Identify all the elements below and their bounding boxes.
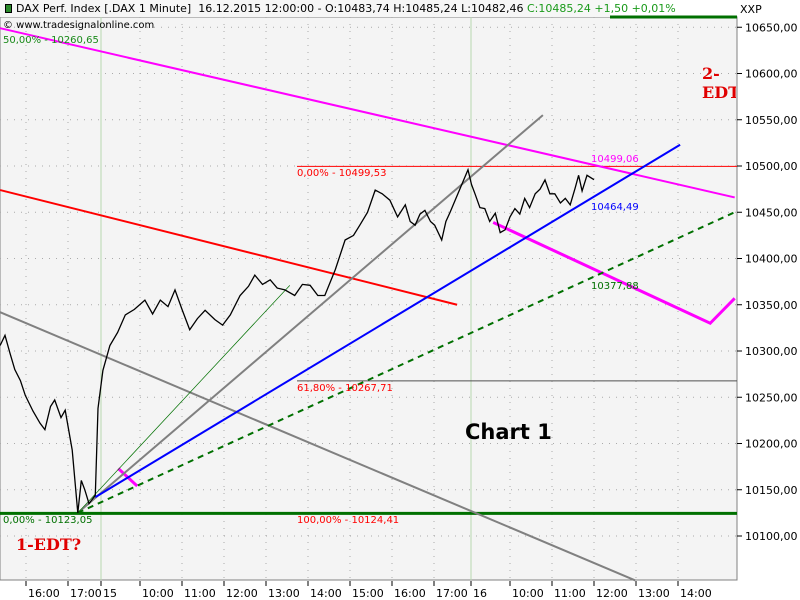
trendline-value-label: 10377,88 — [591, 281, 639, 293]
candlestick-icon — [5, 4, 12, 13]
ohl-values: - O:10483,74 H:10485,24 L:10482,46 — [317, 2, 524, 15]
x-tick-label: 13:00 — [268, 587, 300, 600]
chart-title-annotation: Chart 1 — [465, 420, 552, 444]
x-tick-label: 16 — [473, 587, 487, 600]
fib-level-label: 61,80% - 10267,71 — [297, 382, 393, 394]
x-tick-label: 17:00 — [70, 587, 102, 600]
magenta-projection — [492, 221, 736, 326]
blue-trendline — [94, 143, 681, 499]
price-series-line — [0, 167, 595, 513]
x-tick-label: 15:00 — [352, 587, 384, 600]
y-tick-label: 10150,00 — [745, 484, 798, 497]
y-tick-label: 10500,00 — [745, 160, 798, 173]
y-tick-label: 10200,00 — [745, 438, 798, 451]
y-tick-label: 10550,00 — [745, 114, 798, 127]
x-tick-label: 14:00 — [310, 587, 342, 600]
edt1-annotation: 1-EDT? — [16, 535, 82, 554]
x-tick-label: 17:00 — [436, 587, 468, 600]
y-tick-label: 10450,00 — [745, 206, 798, 219]
y-tick-label: 10400,00 — [745, 253, 798, 266]
magenta-channel-top — [0, 27, 735, 199]
axis-label: XXP — [740, 3, 762, 16]
x-tick-label: 10:00 — [512, 587, 544, 600]
overlap-fib-label: 50,00% - 10260,65 — [3, 35, 99, 46]
fib-level-label: 0,00% - 10499,53 — [297, 168, 387, 180]
trendline-value-label: 10464,49 — [591, 201, 639, 213]
fib-level-label: 100,00% - 10124,41 — [297, 515, 400, 527]
trendline-value-label: 10499,06 — [591, 154, 639, 166]
x-tick-label: 12:00 — [596, 587, 628, 600]
x-tick-label: 11:00 — [184, 587, 216, 600]
x-tick-label: 13:00 — [638, 587, 670, 600]
close-change: C:10485,24 +1,50 +0,01% — [527, 2, 676, 15]
x-tick-label: 11:00 — [554, 587, 586, 600]
grid — [0, 17, 737, 580]
x-tick-label: 16:00 — [28, 587, 60, 600]
y-tick-label: 10250,00 — [745, 391, 798, 404]
x-tick-label: 16:00 — [394, 587, 426, 600]
instrument-name: DAX Perf. Index [.DAX 1 Minute] — [16, 2, 192, 15]
y-axis: 10650,00 10600,00 10550,00 10500,00 10450,00… — [737, 21, 798, 543]
y-tick-label: 10100,00 — [745, 530, 798, 543]
red-descending-line — [0, 189, 458, 306]
gray-fan-line — [77, 114, 544, 514]
y-tick-label: 10350,00 — [745, 299, 798, 312]
fib-start-label: 0,00% - 10123,05 — [3, 515, 93, 526]
green-thin-fan-line — [77, 285, 291, 514]
y-tick-label: 10600,00 — [745, 68, 798, 81]
x-tick-label: 12:00 — [226, 587, 258, 600]
watermark: © www.tradesignalonline.com — [3, 20, 155, 31]
x-tick-label: 14:00 — [680, 587, 712, 600]
plot-area — [0, 16, 738, 581]
y-tick-label: 10300,00 — [745, 345, 798, 358]
y-tick-label: 10650,00 — [745, 21, 798, 34]
x-axis: 16:00 17:00 15 10:00 11:00 12:00 13:00 14:00 15:… — [25, 581, 712, 600]
trendlines — [0, 27, 737, 582]
x-tick-label: 15 — [103, 587, 117, 600]
bar-datetime: 16.12.2015 12:00:00 — [198, 2, 315, 15]
edt2-annotation: 2-EDT — [702, 64, 736, 102]
chart-header: DAX Perf. Index [.DAX 1 Minute] 16.12.20… — [0, 0, 676, 17]
gray-descending-line — [0, 311, 636, 582]
x-tick-label: 10:00 — [142, 587, 174, 600]
